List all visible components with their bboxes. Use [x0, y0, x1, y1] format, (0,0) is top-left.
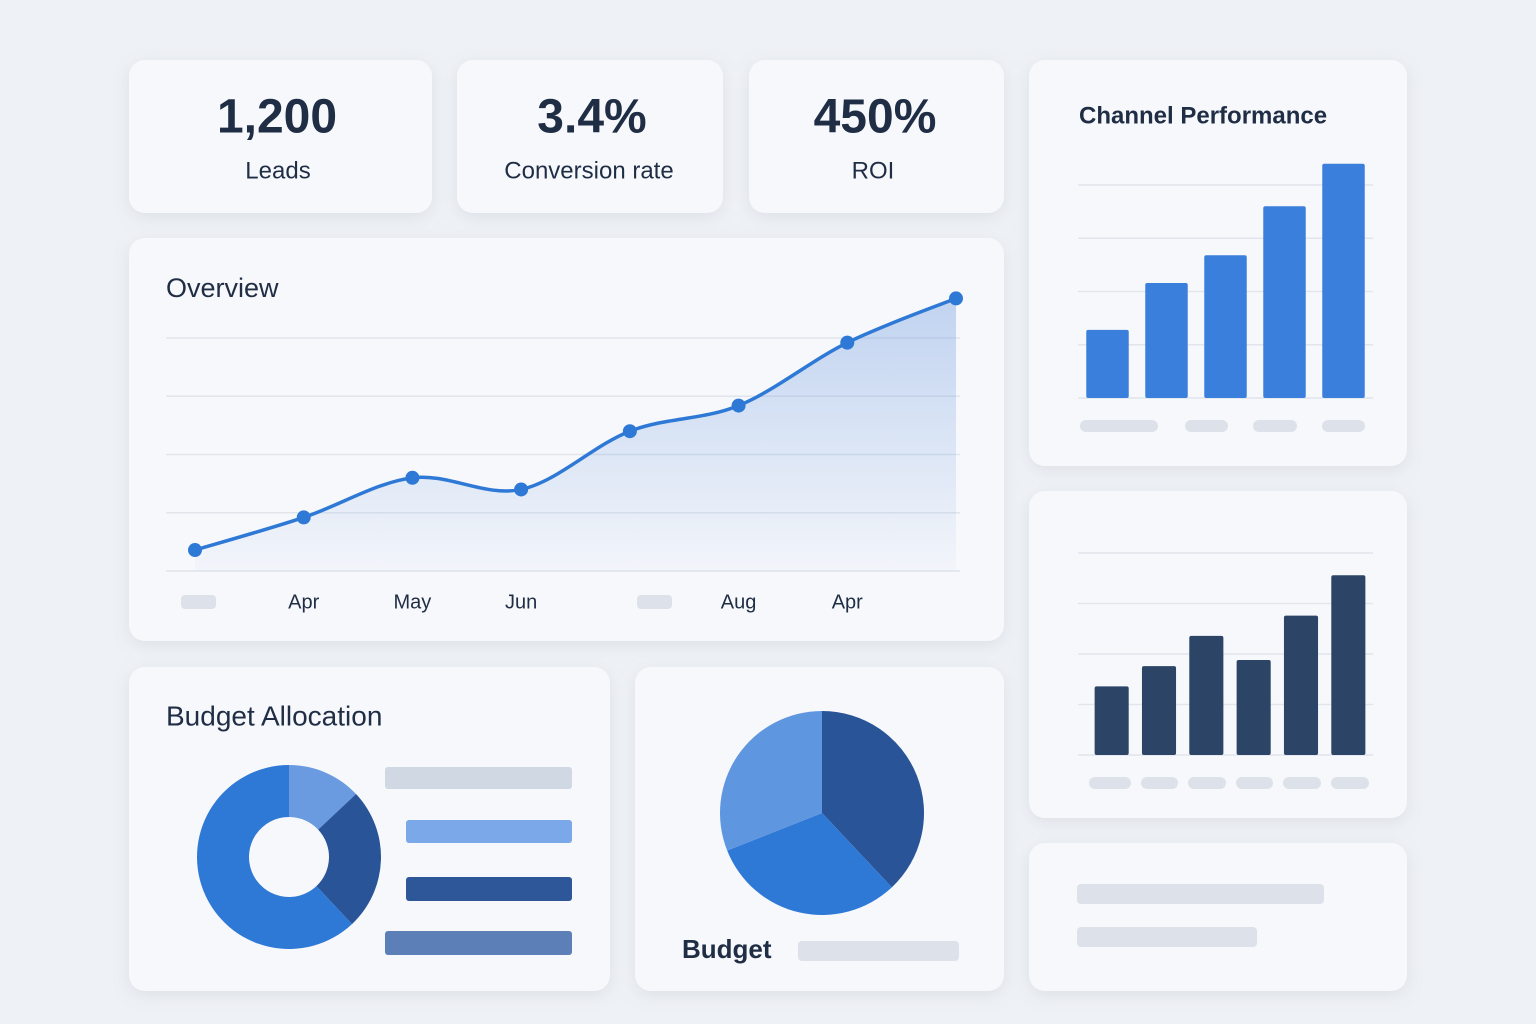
placeholder: [1322, 420, 1365, 432]
line-point: [405, 470, 420, 485]
line-point: [188, 543, 202, 558]
chart-title: Channel Performance: [1079, 102, 1327, 129]
placeholder: [637, 595, 672, 609]
bar: [1283, 615, 1319, 755]
bar: [1094, 686, 1129, 755]
kpi-label: Conversion rate: [504, 157, 673, 184]
x-tick-label: Jun: [505, 591, 537, 613]
legend-placeholder: [385, 931, 572, 955]
line-point: [296, 510, 311, 525]
legend-placeholder: [385, 767, 572, 789]
slice: [727, 813, 892, 915]
bar: [1204, 255, 1247, 398]
placeholder: [798, 941, 959, 961]
line-point: [731, 398, 746, 413]
kpi-label: ROI: [852, 157, 895, 184]
bar: [1331, 575, 1366, 755]
placeholder: [1253, 420, 1297, 432]
x-tick-label: Apr: [288, 591, 319, 613]
chart-title: Budget Allocation: [166, 700, 382, 731]
slice: [316, 794, 382, 925]
line-point: [840, 335, 855, 350]
kpi-card: [457, 60, 723, 213]
kpi-value: 3.4%: [537, 91, 646, 144]
slice: [720, 711, 822, 851]
bar: [1236, 660, 1271, 755]
line-point: [514, 482, 529, 497]
x-tick-label: May: [394, 591, 432, 613]
placeholder: [1283, 777, 1321, 789]
slice: [197, 765, 352, 949]
placeholder: [1331, 777, 1369, 789]
slice: [289, 765, 357, 830]
bar: [1263, 206, 1306, 398]
placeholder: [1141, 777, 1178, 789]
placeholder: [1077, 927, 1257, 947]
placeholder: [1188, 777, 1226, 789]
slice: [822, 711, 924, 888]
kpi-value: 1,200: [217, 91, 337, 144]
placeholder: [181, 595, 216, 609]
bar: [1189, 635, 1224, 755]
kpi-label: Leads: [245, 157, 310, 184]
placeholder: [1185, 420, 1228, 432]
line-point: [949, 291, 963, 306]
placeholder: [1077, 884, 1324, 904]
placeholder: [1236, 777, 1273, 789]
kpi-card: [749, 60, 1004, 213]
line-point: [622, 424, 637, 439]
kpi-value: 450%: [814, 91, 937, 144]
kpi-card: [129, 60, 432, 213]
bar: [1322, 163, 1365, 398]
legend-placeholder: [406, 877, 572, 901]
line-area: [195, 298, 956, 571]
bar: [1086, 329, 1129, 398]
line: [193, 296, 958, 552]
bar: [1141, 666, 1177, 755]
chart-title: Overview: [166, 273, 279, 303]
placeholder: [1080, 420, 1158, 432]
x-tick-label: Apr: [832, 591, 863, 613]
chart-title: Budget: [682, 934, 772, 964]
placeholder: [1089, 777, 1131, 789]
bar: [1145, 282, 1188, 398]
info-card: [1029, 843, 1407, 991]
placeholders: [181, 420, 1369, 961]
x-tick-label: Aug: [721, 591, 757, 613]
legend-placeholder: [406, 820, 572, 843]
